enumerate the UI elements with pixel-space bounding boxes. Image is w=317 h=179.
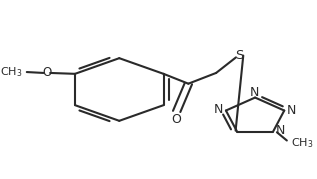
Text: S: S [235, 49, 244, 62]
Text: N: N [214, 103, 223, 116]
Text: N: N [287, 104, 296, 117]
Text: O: O [172, 113, 182, 126]
Text: O: O [42, 66, 52, 79]
Text: N: N [275, 124, 285, 137]
Text: CH$_3$: CH$_3$ [0, 65, 23, 79]
Text: N: N [250, 86, 259, 99]
Text: CH$_3$: CH$_3$ [291, 137, 313, 150]
